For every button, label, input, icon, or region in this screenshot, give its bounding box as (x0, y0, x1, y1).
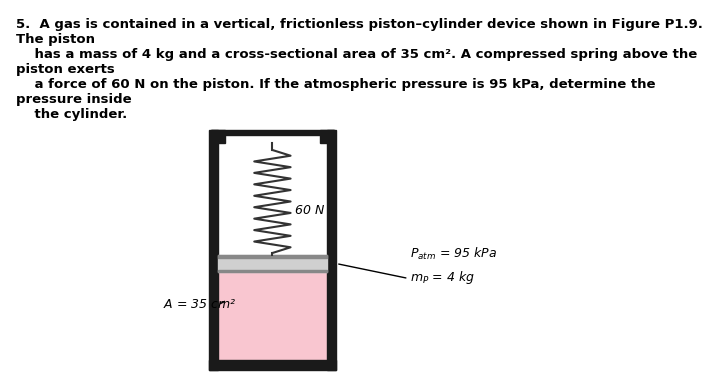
Polygon shape (211, 130, 334, 135)
Text: $A$ = 35 cm²: $A$ = 35 cm² (163, 298, 237, 312)
Polygon shape (327, 130, 336, 370)
Text: $P_{atm}$ = 95 kPa: $P_{atm}$ = 95 kPa (410, 245, 498, 262)
Polygon shape (320, 130, 334, 143)
Polygon shape (218, 272, 327, 360)
Polygon shape (211, 130, 225, 143)
Polygon shape (209, 130, 218, 370)
Text: 5.  A gas is contained in a vertical, frictionless piston–cylinder device shown : 5. A gas is contained in a vertical, fri… (17, 18, 703, 121)
Polygon shape (218, 143, 327, 255)
Polygon shape (218, 255, 327, 272)
Polygon shape (218, 270, 327, 272)
Text: $m_P$ = 4 kg: $m_P$ = 4 kg (410, 269, 475, 286)
Text: 60 N: 60 N (295, 204, 325, 216)
Polygon shape (218, 255, 327, 258)
Polygon shape (209, 360, 336, 370)
